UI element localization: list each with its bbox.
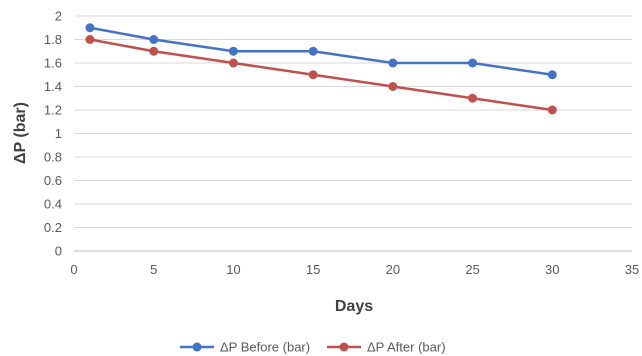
y-axis-ticks: 0 0.2 0.4 0.6 0.8 1 1.2 1.4 1.6 1.8 2 [44,9,62,259]
y-tick-label: 1.8 [44,32,62,47]
series-layer [85,23,557,115]
data-point [547,70,557,80]
x-tick-label: 20 [386,262,400,277]
data-point [388,58,398,68]
data-point [468,93,478,103]
x-tick-label: 25 [465,262,479,277]
legend-label: ΔP After (bar) [367,340,446,355]
y-tick-label: 0.8 [44,150,62,165]
y-tick-label: 0.6 [44,173,62,188]
x-tick-label: 15 [306,262,320,277]
series-2 [85,35,557,115]
y-tick-label: 1.2 [44,103,62,118]
y-tick-label: 1.4 [44,79,62,94]
x-tick-label: 35 [625,262,639,277]
data-point [85,23,95,33]
series-1 [85,23,557,80]
y-tick-label: 2 [55,9,62,24]
legend-swatch-marker [192,342,202,352]
y-tick-label: 0.2 [44,220,62,235]
data-point [308,46,318,56]
data-point [149,35,159,44]
legend-swatch-marker [339,342,349,352]
x-tick-label: 10 [226,262,240,277]
x-axis-title: Days [335,298,373,315]
series-line [89,38,553,112]
data-point [308,70,318,80]
data-point [388,82,398,91]
y-tick-label: 0.4 [44,197,62,212]
data-point [85,35,95,44]
x-tick-label: 0 [70,262,77,277]
grid-lines [74,15,632,252]
y-tick-label: 1.6 [44,56,62,71]
data-point [149,46,159,56]
y-axis-title: ΔP (bar) [12,102,29,164]
legend-label: ΔP Before (bar) [220,340,310,355]
x-tick-label: 5 [150,262,157,277]
x-axis-ticks: 0 5 10 15 20 25 30 35 [70,262,639,277]
y-tick-label: 1 [55,126,62,141]
x-tick-label: 30 [545,262,559,277]
legend-item-1: ΔP Before (bar) [180,340,310,355]
legend-item-2: ΔP After (bar) [327,340,446,355]
y-tick-label: 0 [55,244,62,259]
data-point [547,105,557,115]
data-point [228,46,238,56]
legend: ΔP Before (bar) ΔP After (bar) [180,340,446,355]
data-point [468,58,478,68]
data-point [228,58,238,68]
